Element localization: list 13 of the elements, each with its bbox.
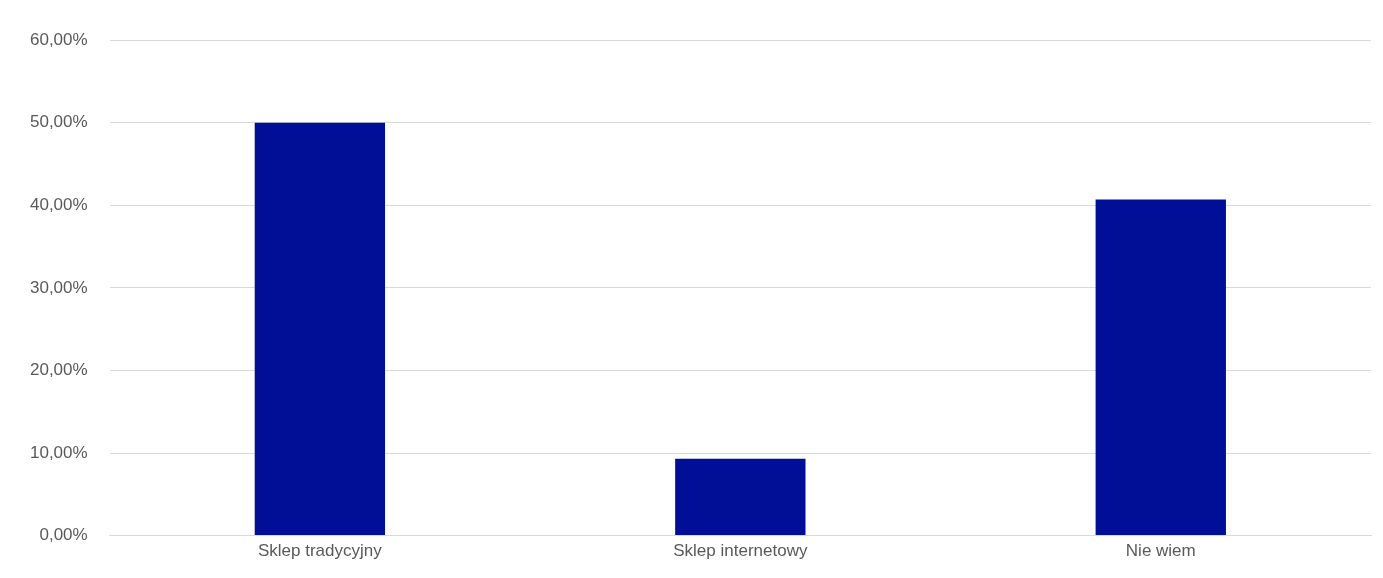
y-tick-label: 60,00% xyxy=(29,29,88,49)
x-tick-label: Sklep tradycyjny xyxy=(257,541,383,561)
bar xyxy=(254,122,386,536)
x-tick-label: Sklep internetowy xyxy=(673,541,808,561)
y-tick-label: 40,00% xyxy=(29,195,88,215)
y-tick-label: 30,00% xyxy=(29,277,88,297)
bar xyxy=(675,458,806,536)
y-tick-label: 50,00% xyxy=(29,112,88,132)
y-tick-label: 20,00% xyxy=(29,360,88,380)
bar xyxy=(1095,199,1226,536)
y-tick-label: 10,00% xyxy=(29,442,88,462)
x-tick-label: Nie wiem xyxy=(1125,541,1196,561)
y-tick-label: 0,00% xyxy=(39,525,88,545)
